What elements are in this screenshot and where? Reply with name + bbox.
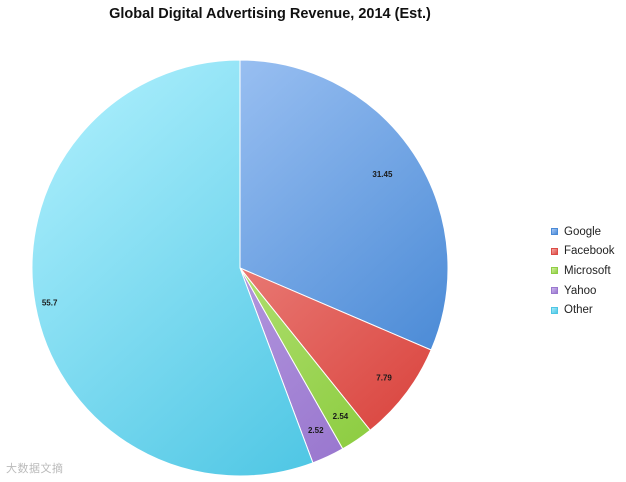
legend-label-google: Google <box>564 225 602 238</box>
legend-swatch-other <box>551 306 558 314</box>
legend: Google Facebook Microsoft Yahoo Other <box>551 222 615 320</box>
pie-slice-google <box>239 59 449 351</box>
legend-item-facebook: Facebook <box>551 242 615 262</box>
legend-label-facebook: Facebook <box>564 245 615 258</box>
pie-slice-facebook <box>239 267 432 431</box>
legend-swatch-yahoo <box>551 287 558 295</box>
pie-slice-other <box>31 59 314 477</box>
legend-item-google: Google <box>551 222 615 242</box>
legend-item-yahoo: Yahoo <box>551 281 615 301</box>
legend-label-microsoft: Microsoft <box>564 264 611 277</box>
data-label-google: 31.45 <box>372 170 393 179</box>
watermark: 大数据文摘 <box>6 463 64 475</box>
data-label-facebook: 7.79 <box>376 374 392 383</box>
legend-item-microsoft: Microsoft <box>551 261 615 281</box>
legend-label-other: Other <box>564 304 593 317</box>
legend-label-yahoo: Yahoo <box>564 284 597 297</box>
data-label-microsoft: 2.54 <box>333 412 349 421</box>
legend-swatch-facebook <box>551 247 558 255</box>
legend-swatch-google <box>551 228 558 236</box>
chart-title: Global Digital Advertising Revenue, 2014… <box>109 6 431 22</box>
legend-swatch-microsoft <box>551 267 558 275</box>
legend-item-other: Other <box>551 300 615 320</box>
data-label-yahoo: 2.52 <box>308 426 324 435</box>
data-label-other: 55.7 <box>42 298 58 307</box>
